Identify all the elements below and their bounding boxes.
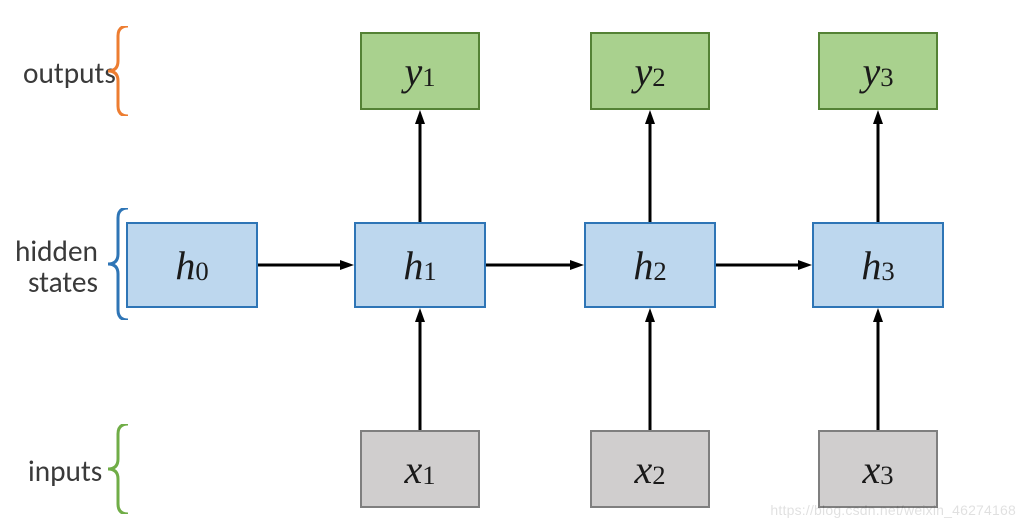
node-x3-sub: 3	[880, 460, 893, 491]
brace-hidden	[106, 208, 128, 320]
node-y1: y1	[360, 32, 480, 110]
rnn-unrolled-diagram: y1y2y3h0h1h2h3x1x2x3outputshidden states…	[0, 0, 1024, 522]
node-y1-base: y	[404, 48, 422, 95]
node-h1-sub: 1	[423, 256, 436, 287]
row-label-inputs: inputs	[28, 456, 102, 487]
watermark-text: https://blog.csdn.net/weixin_46274168	[770, 502, 1016, 518]
node-y3: y3	[818, 32, 938, 110]
node-x2: x2	[590, 430, 710, 508]
node-y3-base: y	[862, 48, 880, 95]
node-x2-base: x	[634, 446, 652, 493]
node-x1-sub: 1	[422, 460, 435, 491]
node-h2-sub: 2	[653, 256, 666, 287]
node-h2: h2	[584, 222, 716, 308]
node-x3-base: x	[862, 446, 880, 493]
node-h1: h1	[354, 222, 486, 308]
node-h0-base: h	[175, 242, 195, 289]
node-h3: h3	[812, 222, 944, 308]
node-x1: x1	[360, 430, 480, 508]
node-y2-base: y	[634, 48, 652, 95]
node-x1-base: x	[404, 446, 422, 493]
node-x3: x3	[818, 430, 938, 508]
node-h1-base: h	[403, 242, 423, 289]
node-h3-base: h	[861, 242, 881, 289]
row-label-outputs: outputs	[23, 58, 116, 89]
node-h3-sub: 3	[881, 256, 894, 287]
node-y3-sub: 3	[880, 62, 893, 93]
node-h0-sub: 0	[195, 256, 208, 287]
node-y2-sub: 2	[652, 62, 665, 93]
node-h2-base: h	[633, 242, 653, 289]
node-h0: h0	[126, 222, 258, 308]
node-x2-sub: 2	[652, 460, 665, 491]
row-label-hidden: hidden states	[15, 236, 98, 298]
brace-inputs	[106, 424, 128, 514]
node-y1-sub: 1	[422, 62, 435, 93]
node-y2: y2	[590, 32, 710, 110]
